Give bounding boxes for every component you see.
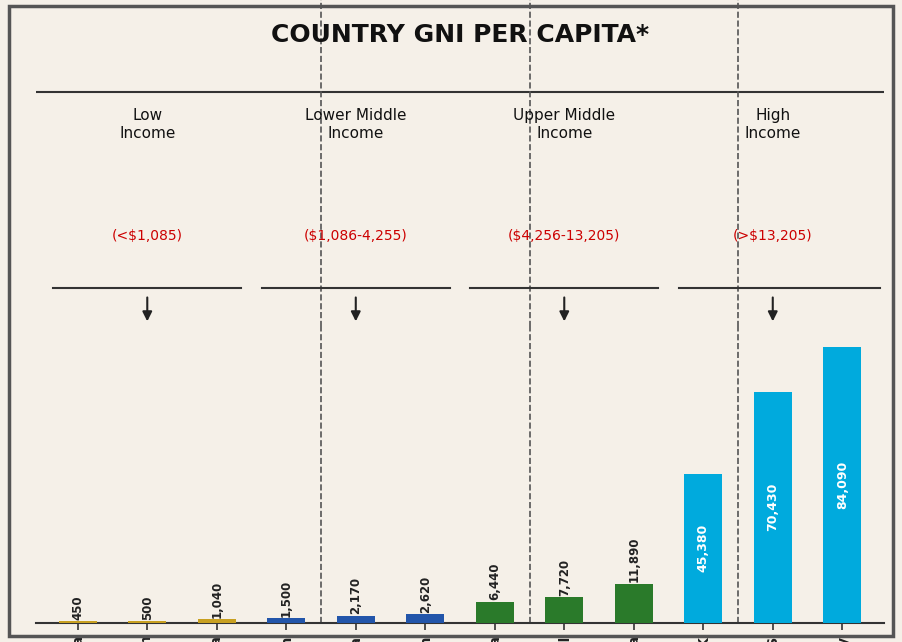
Text: 1,040: 1,040 (210, 581, 224, 618)
Text: 450: 450 (71, 595, 84, 620)
Text: (<$1,085): (<$1,085) (112, 229, 183, 243)
Bar (406, 614, 445, 623)
Text: 84,090: 84,090 (836, 461, 849, 509)
Text: 6,440: 6,440 (488, 563, 502, 600)
Text: High
Income: High Income (744, 108, 801, 141)
Text: 2,620: 2,620 (419, 576, 432, 613)
Bar (545, 598, 584, 623)
Text: COUNTRY GNI PER CAPITA*: COUNTRY GNI PER CAPITA* (271, 23, 649, 47)
Bar (59, 621, 97, 623)
Text: 7,720: 7,720 (557, 559, 571, 596)
Text: 2,170: 2,170 (349, 577, 363, 614)
Text: ($1,086-4,255): ($1,086-4,255) (304, 229, 408, 243)
Text: 1,500: 1,500 (280, 579, 293, 616)
Bar (684, 474, 723, 623)
Bar (754, 392, 792, 623)
Text: ($4,256-13,205): ($4,256-13,205) (508, 229, 621, 243)
Bar (824, 347, 861, 623)
Text: 11,890: 11,890 (627, 537, 640, 582)
Text: Lower Middle
Income: Lower Middle Income (305, 108, 407, 141)
Text: 70,430: 70,430 (767, 483, 779, 532)
Text: Upper Middle
Income: Upper Middle Income (513, 108, 615, 141)
Text: 45,380: 45,380 (696, 524, 710, 573)
Text: 500: 500 (141, 595, 153, 620)
Bar (336, 616, 375, 623)
Text: (>$13,205): (>$13,205) (733, 229, 813, 243)
Bar (198, 620, 236, 623)
Text: Low
Income: Low Income (119, 108, 176, 141)
Bar (128, 621, 166, 623)
Bar (475, 602, 514, 623)
Bar (267, 618, 306, 623)
Bar (614, 584, 653, 623)
